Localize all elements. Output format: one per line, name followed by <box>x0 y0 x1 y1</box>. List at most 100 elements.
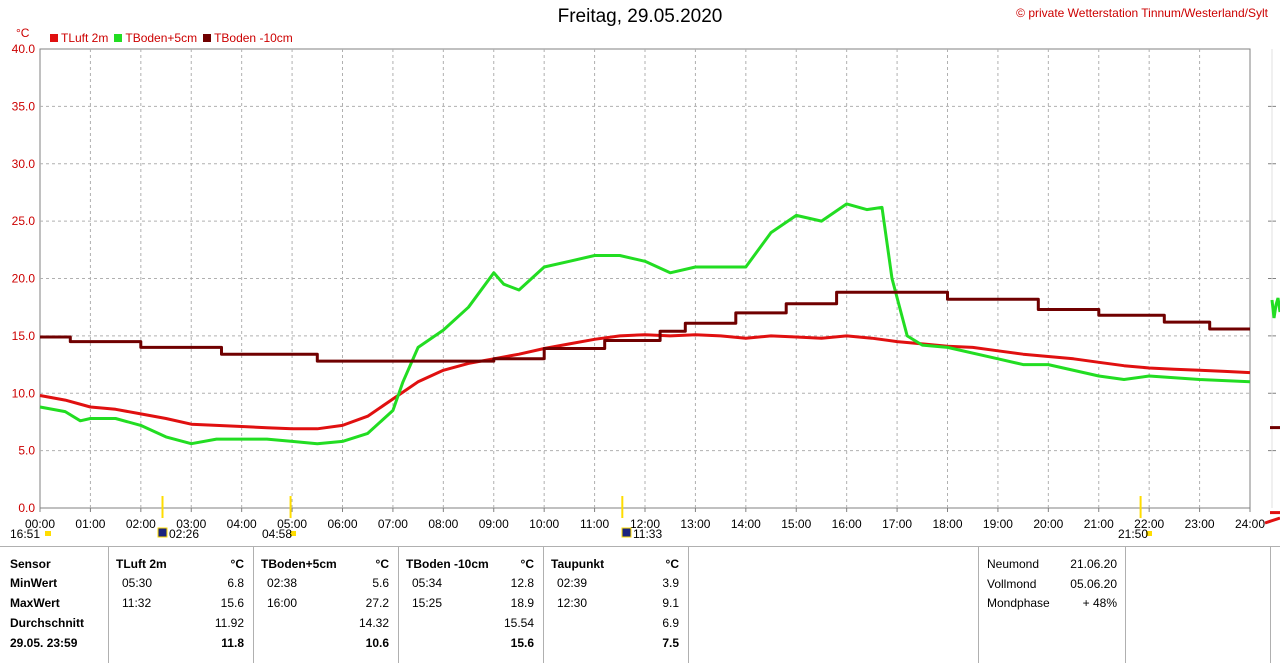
stats-column-unit: °C <box>520 557 534 571</box>
tboden5-series-line <box>39 202 1251 446</box>
x-tick-label: 06:00 <box>327 517 357 531</box>
x-tick-label: 19:00 <box>983 517 1013 531</box>
x-tick-label: 03:00 <box>176 517 206 531</box>
stats-column-unit: °C <box>375 557 389 571</box>
temperature-chart: 0.0 5.0 10.0 15.0 20.0 25.0 30.0 35.0 40.0 00:00 0… <box>10 42 1280 541</box>
legend-swatch-tboden5 <box>114 34 123 42</box>
moon-phase-label: Mondphase <box>987 596 1050 610</box>
legend-item-tboden10[interactable]: TBoden -10cm <box>203 31 293 45</box>
stats-max-time: 15:25 <box>412 596 443 610</box>
stats-avg-value: 14.32 <box>358 616 389 630</box>
y-axis-unit: °C <box>16 26 30 40</box>
stats-divider <box>688 547 689 663</box>
stats-column-name: Taupunkt <box>551 557 605 571</box>
stats-column-unit: °C <box>665 557 679 571</box>
x-tick-label: 05:00 <box>277 517 307 531</box>
stats-column-unit: °C <box>230 557 244 571</box>
stats-label-max: MaxWert <box>10 596 60 610</box>
legend-label-tboden10: TBoden -10cm <box>214 31 293 45</box>
stats-column-name: TLuft 2m <box>116 557 167 571</box>
x-tick-label: 14:00 <box>731 517 761 531</box>
moon-vollmond-date: 05.06.20 <box>1070 577 1117 591</box>
stats-column-name: TBoden+5cm <box>261 557 337 571</box>
stats-avg-value: 15.54 <box>503 616 534 630</box>
moon-vollmond-label: Vollmond <box>987 577 1037 591</box>
stats-panel: Sensor MinWert MaxWert Durchschnitt 29.0… <box>0 546 1280 663</box>
stats-label-column: Sensor MinWert MaxWert Durchschnitt 29.0… <box>0 547 108 663</box>
stats-max-value: 15.6 <box>220 596 244 610</box>
stats-max-time: 16:00 <box>267 596 298 610</box>
stats-min-time: 05:30 <box>122 576 153 590</box>
stats-divider <box>543 547 544 663</box>
stats-min-time: 02:39 <box>557 576 588 590</box>
y-tick-label: 40.0 <box>12 42 36 56</box>
stats-max-time: 12:30 <box>557 596 588 610</box>
x-tick-label: 20:00 <box>1033 517 1063 531</box>
stats-label-min: MinWert <box>10 576 58 590</box>
y-tick-label: 20.0 <box>12 272 36 286</box>
stats-column-tluft: TLuft 2m °C 05:30 6.8 11:32 15.6 11.92 11.8 <box>110 547 252 663</box>
tboden10-series-line <box>40 290 1250 363</box>
x-tick-label: 00:00 <box>25 517 55 531</box>
stats-max-time: 11:32 <box>122 596 152 610</box>
marker-time-label: 04:58 <box>262 527 292 541</box>
stats-max-value: 27.2 <box>365 596 389 610</box>
legend-item-tboden5[interactable]: TBoden+5cm <box>114 31 197 45</box>
stats-max-value: 18.9 <box>510 596 534 610</box>
x-tick-label: 12:00 <box>630 517 660 531</box>
legend-label-tluft: TLuft 2m <box>61 31 109 45</box>
stats-column-tboden5: TBoden+5cm °C 02:38 5.6 16:00 27.2 14.32 10… <box>255 547 397 663</box>
stats-min-value: 3.9 <box>662 576 679 590</box>
legend-swatch-tboden10 <box>203 34 212 42</box>
y-tick-label: 15.0 <box>12 329 36 343</box>
stats-min-time: 02:38 <box>267 576 298 590</box>
stats-label-current: 29.05. 23:59 <box>10 636 78 650</box>
current-tboden5-stub <box>1270 297 1280 319</box>
tluft-series-line <box>39 333 1251 431</box>
x-tick-label: 09:00 <box>479 517 509 531</box>
stats-min-value: 12.8 <box>510 576 534 590</box>
stats-column-tboden10: TBoden -10cm °C 05:34 12.8 15:25 18.9 15.54… <box>400 547 542 663</box>
x-tick-label: 01:00 <box>75 517 105 531</box>
marker-icon <box>157 527 168 538</box>
moon-panel: Neumond 21.06.20 Vollmond 05.06.20 Mondpha… <box>980 547 1125 663</box>
y-tick-label: 25.0 <box>12 214 36 228</box>
stats-max-value: 9.1 <box>662 596 679 610</box>
marker-time-label: 16:51 <box>10 527 40 541</box>
stats-divider <box>1270 547 1271 663</box>
x-tick-label: 02:00 <box>126 517 156 531</box>
legend-item-tluft[interactable]: TLuft 2m <box>50 31 108 45</box>
stats-min-value: 6.8 <box>227 576 244 590</box>
chart-legend: TLuft 2m TBoden+5cm TBoden -10cm <box>50 31 293 45</box>
legend-swatch-tluft <box>50 34 58 42</box>
marker-icon <box>621 527 632 538</box>
stats-column-taupunkt: Taupunkt °C 02:39 3.9 12:30 9.1 6.9 7.5 <box>545 547 687 663</box>
y-tick-label: 35.0 <box>12 99 36 113</box>
x-tick-label: 07:00 <box>378 517 408 531</box>
x-tick-label: 15:00 <box>781 517 811 531</box>
stats-avg-value: 6.9 <box>662 616 679 630</box>
stats-current-value: 11.8 <box>221 636 244 650</box>
x-tick-label: 22:00 <box>1134 517 1164 531</box>
y-tick-label: 30.0 <box>12 157 36 171</box>
stats-current-value: 7.5 <box>662 636 679 650</box>
moon-phase-value: + 48% <box>1082 596 1117 610</box>
stats-divider <box>108 547 109 663</box>
stats-current-value: 10.6 <box>365 636 389 650</box>
x-tick-label: 10:00 <box>529 517 559 531</box>
y-tick-label: 0.0 <box>18 501 35 515</box>
marker-time-label: 11:33 <box>633 527 662 541</box>
marker-flag <box>290 531 296 536</box>
x-tick-label: 23:00 <box>1185 517 1215 531</box>
x-tick-label: 18:00 <box>932 517 962 531</box>
x-tick-label: 21:00 <box>1084 517 1114 531</box>
stats-divider <box>1125 547 1126 663</box>
stats-divider <box>398 547 399 663</box>
stats-current-value: 15.6 <box>510 636 534 650</box>
x-tick-label: 08:00 <box>428 517 458 531</box>
marker-time-label: 02:26 <box>169 527 199 541</box>
moon-neumond-date: 21.06.20 <box>1070 557 1117 571</box>
x-tick-label: 16:00 <box>832 517 862 531</box>
marker-time-label: 21:50 <box>1118 527 1148 541</box>
marker-flag <box>45 531 51 536</box>
